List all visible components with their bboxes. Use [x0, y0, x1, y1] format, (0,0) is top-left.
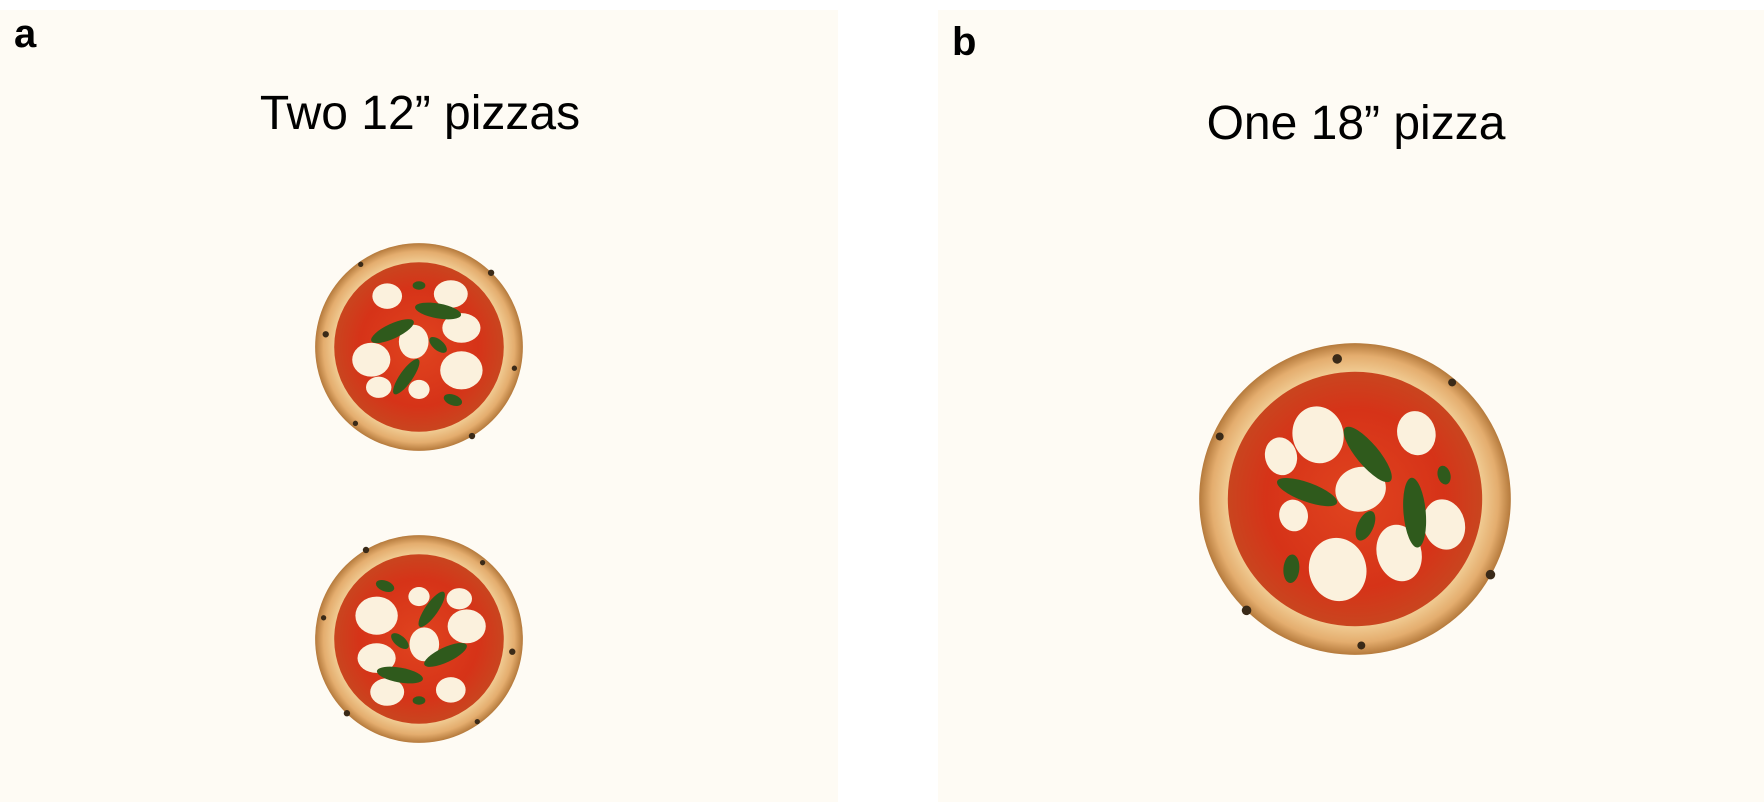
panel-b-caption: One 18” pizza	[1206, 97, 1506, 150]
pizza-image	[313, 533, 525, 745]
panel-a-caption: Two 12” pizzas	[259, 87, 581, 140]
panel-letter-b: b	[952, 20, 977, 64]
panel-letter-a: a	[14, 12, 37, 56]
pizza-image	[1196, 340, 1514, 658]
pizza-image	[313, 240, 525, 454]
